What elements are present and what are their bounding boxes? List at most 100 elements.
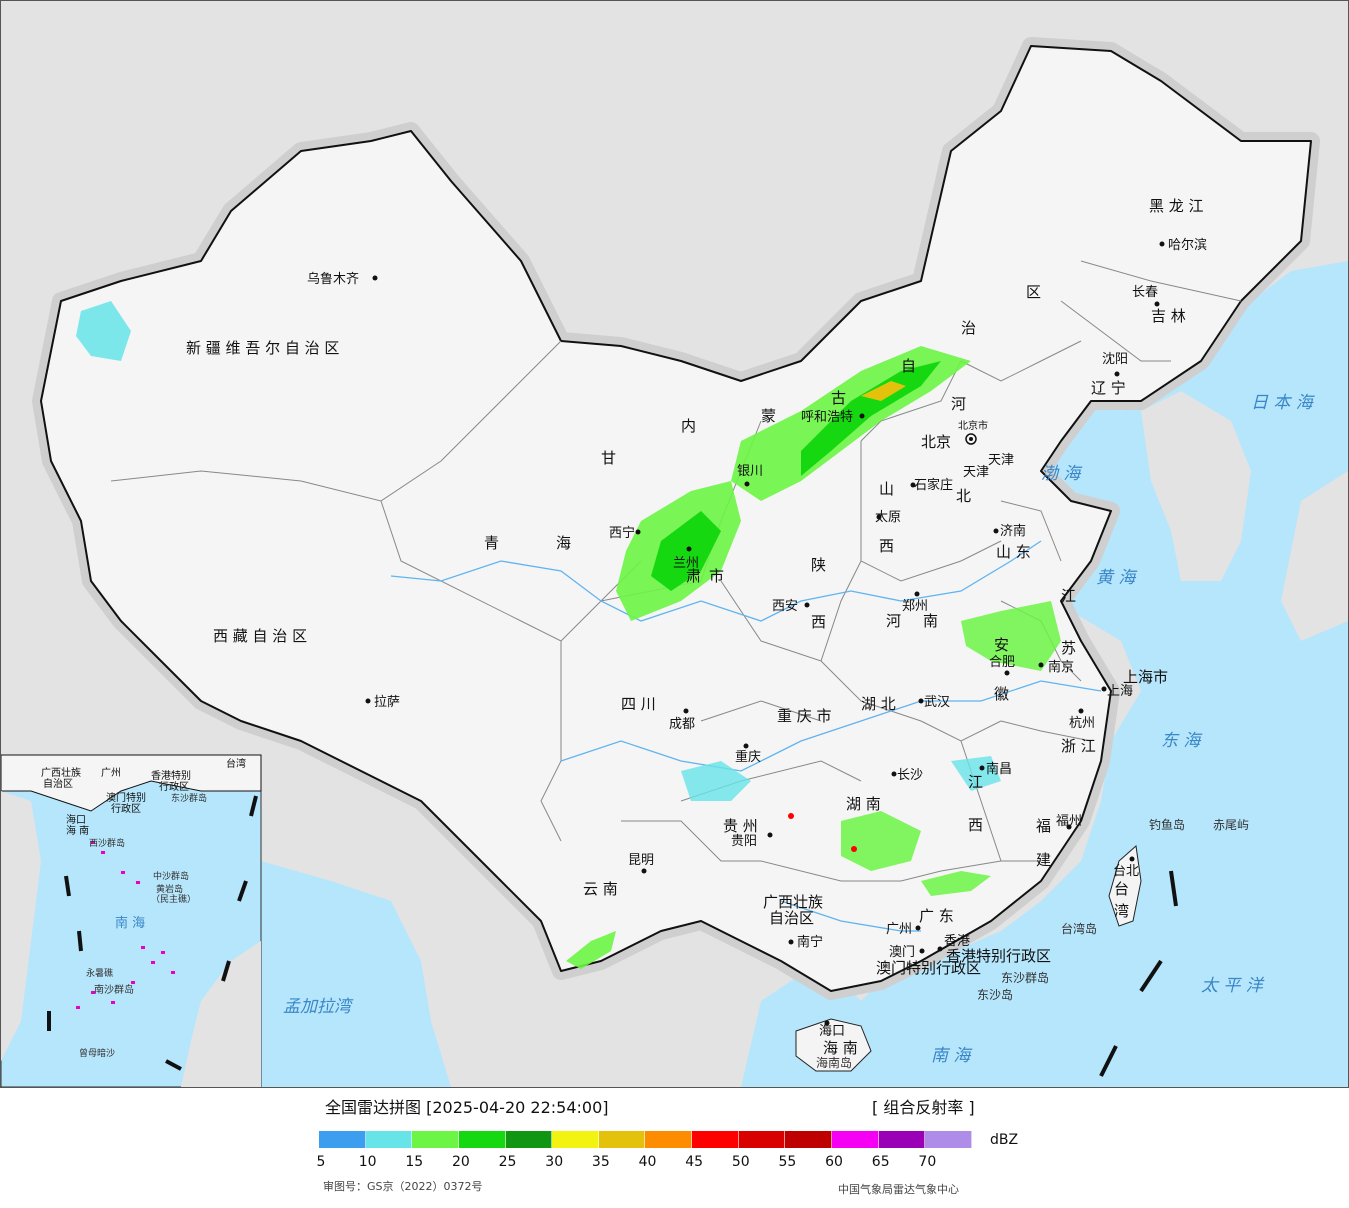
city-hangzhou: 杭州 <box>1069 716 1095 731</box>
island-dongshadao: 东沙岛 <box>977 987 1013 1002</box>
label-hubei: 湖 北 <box>861 695 896 713</box>
label-lanzhou-shi: 市 <box>709 567 724 585</box>
city-markers <box>365 241 1165 1026</box>
city-hohhot: 呼和浩特 <box>801 410 853 425</box>
label-sichuan: 四 川 <box>621 695 656 713</box>
inset-land-west <box>1 791 41 1061</box>
inset-nansha: 南沙群岛 <box>94 983 134 996</box>
inset-huangyan: 黄岩岛 <box>156 883 183 895</box>
color-scale-cell <box>505 1131 553 1148</box>
label-shaanxi-2: 西 <box>811 613 826 631</box>
inset-xianggang: 香港特别 <box>151 770 191 782</box>
sea-nanhai: 南 海 <box>931 1046 973 1066</box>
city-shijiazhuang: 石家庄 <box>914 477 953 493</box>
inset-dongsha: 东沙群岛 <box>171 792 207 804</box>
city-xianggang: 香港 <box>944 934 970 949</box>
city-jinan: 济南 <box>1000 523 1026 539</box>
island-chiweiyu: 赤尾屿 <box>1213 818 1249 832</box>
radar-echoes <box>76 301 1061 969</box>
city-urumqi: 乌鲁木齐 <box>307 271 359 287</box>
inset-zhongsha: 中沙群岛 <box>153 870 189 882</box>
city-nanjing: 南京 <box>1048 659 1074 675</box>
label-zhejiang: 浙 江 <box>1061 737 1096 755</box>
label-guangxi-1: 广西壮族 <box>763 893 823 911</box>
label-taiwan-1: 台 <box>1114 880 1129 898</box>
echo-jiangxi <box>951 756 1001 791</box>
label-jiangxi-2: 西 <box>968 816 983 834</box>
label-shanxi-1: 山 <box>879 480 894 498</box>
color-scale-tick: 20 <box>452 1154 470 1170</box>
label-shandong: 山 东 <box>996 543 1031 561</box>
china-radar-mosaic-map: 新 疆 维 吾 尔 自 治 区 西 藏 自 治 区 青 海 甘 肃 内 蒙 古 … <box>1 37 1348 1087</box>
color-scale-tick: 50 <box>731 1154 750 1170</box>
city-zhengzhou: 郑州 <box>902 599 928 614</box>
japan-islands <box>1281 471 1348 641</box>
label-neimenggu-3: 古 <box>831 389 846 407</box>
label-xizang: 西 藏 自 治 区 <box>213 627 307 645</box>
city-shenyang: 沈阳 <box>1102 352 1128 367</box>
inset-yongxing: 永暑礁 <box>86 967 113 979</box>
label-neimenggu-2: 蒙 <box>761 407 776 425</box>
city-taiyuan: 太原 <box>875 510 901 525</box>
color-scale-tick: 30 <box>545 1154 564 1170</box>
label-hebei-2: 北 <box>956 487 971 505</box>
city-chengdu: 成都 <box>669 717 695 732</box>
label-fujian-2: 建 <box>1036 851 1051 869</box>
legend-product: [ 组合反射率 ] <box>872 1098 975 1117</box>
color-scale-tick: 65 <box>871 1154 890 1170</box>
label-anhui-1: 安 <box>994 636 1009 654</box>
city-lhasa: 拉萨 <box>374 695 400 710</box>
color-scale-cell <box>412 1131 459 1148</box>
map-approval-number: 审图号：GS京（2022）0372号 <box>323 1180 483 1193</box>
echo-hunan <box>841 811 921 871</box>
city-yinchuan: 银川 <box>737 464 763 479</box>
island-taiwandao: 台湾岛 <box>1061 921 1097 936</box>
label-fujian-1: 福 <box>1036 817 1051 835</box>
sea-ribenhai: 日 本 海 <box>1251 393 1316 413</box>
sea-mengjialawan: 孟加拉湾 <box>283 997 354 1017</box>
label-shanghai: 上海市 <box>1123 668 1168 686</box>
color-scale-cell <box>692 1131 739 1148</box>
island-hainandao: 海南岛 <box>816 1055 852 1070</box>
echo-guangdong <box>921 871 991 896</box>
island-labels: 钓鱼岛 赤尾屿 东沙群岛 东沙岛 海南岛 台湾岛 <box>816 817 1249 1070</box>
city-changchun: 长春 <box>1132 285 1158 300</box>
label-gansu-2: 肃 <box>686 567 701 585</box>
inset-zengmu: 曾母暗沙 <box>79 1047 115 1059</box>
color-scale-cell <box>458 1131 506 1148</box>
city-labels: 乌鲁木齐 拉萨 西宁 兰州 银川 呼和浩特 哈尔滨 长春 沈阳 北京市 天津 石… <box>307 237 1207 1039</box>
color-scale-tick: 45 <box>685 1154 704 1170</box>
echo-core-yellow <box>861 381 906 401</box>
label-henan-1: 河 <box>886 612 901 630</box>
city-lanzhou: 兰州 <box>673 556 699 571</box>
inset-labels: 广西壮族 自治区 广州 香港特别 行政区 澳门特别 行政区 台湾 东沙群岛 海口… <box>41 757 246 1059</box>
color-scale-tick: 15 <box>405 1154 424 1170</box>
island-diaoyudao: 钓鱼岛 <box>1149 817 1185 832</box>
city-hefei: 合肥 <box>989 655 1015 670</box>
echo-anhui <box>961 601 1061 671</box>
city-wuhan: 武汉 <box>924 695 950 710</box>
color-scale-tick: 10 <box>358 1154 377 1170</box>
color-scale-tick: 35 <box>591 1154 610 1170</box>
label-guangdong: 广 东 <box>919 907 954 925</box>
label-neimenggu-5: 治 <box>961 319 976 337</box>
label-xinjiang: 新 疆 维 吾 尔 自 治 区 <box>186 339 339 357</box>
inset-guangzhou: 广州 <box>101 767 121 779</box>
city-guangzhou: 广州 <box>886 922 912 937</box>
inset-aomen: 澳门特别 <box>106 791 146 804</box>
label-taiwan-2: 湾 <box>1114 902 1129 920</box>
city-harbin: 哈尔滨 <box>1168 237 1207 253</box>
inset-land <box>1 754 262 812</box>
taiwan-island <box>1108 845 1142 927</box>
label-jilin: 吉 林 <box>1151 307 1186 325</box>
hainan-island <box>795 1018 872 1072</box>
inset-aomen-sub: 行政区 <box>111 802 141 815</box>
label-yunnan: 云 南 <box>583 880 618 898</box>
bay-of-bengal <box>261 861 451 1087</box>
label-jiangxi-1: 江 <box>968 773 983 791</box>
label-shanxi-2: 西 <box>879 537 894 555</box>
inset-taiwan: 台湾 <box>226 757 246 770</box>
city-xian: 西安 <box>772 599 798 614</box>
label-jiangsu-1: 江 <box>1061 587 1076 605</box>
label-hebei-1: 河 <box>951 395 966 413</box>
